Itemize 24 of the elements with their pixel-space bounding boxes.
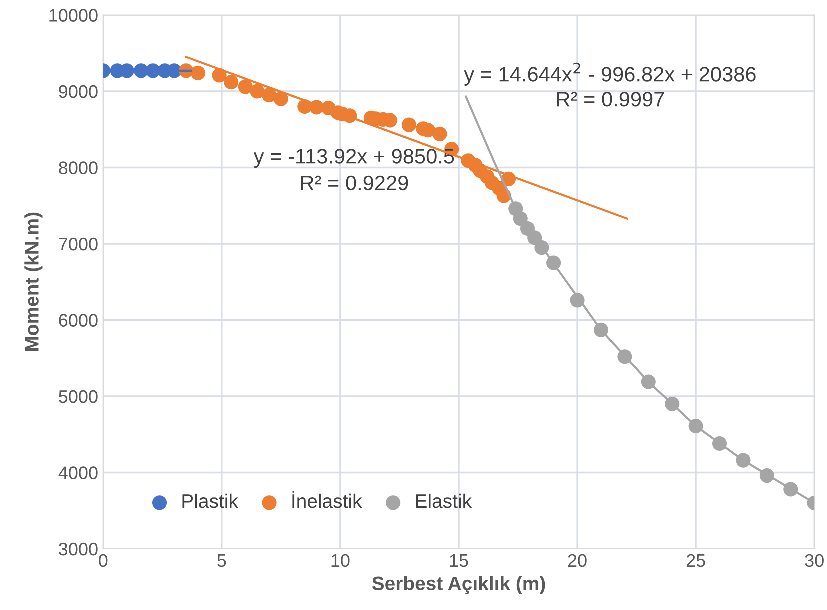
x-tick-label: 15 bbox=[450, 554, 468, 568]
y-tick-label: 3000 bbox=[59, 542, 98, 556]
y-tick-label: 4000 bbox=[58, 466, 98, 480]
x-axis-title: Serbest Açıklık (m) bbox=[372, 576, 546, 594]
x-tick-label: 30 bbox=[805, 554, 824, 568]
annotation: y = -113.92x + 9850.5 bbox=[254, 149, 454, 168]
y-tick-label: 5000 bbox=[59, 390, 98, 404]
y-tick-label: 6000 bbox=[59, 314, 98, 327]
legend-label: Plastik bbox=[182, 494, 238, 508]
y-tick-label: 8000 bbox=[59, 162, 98, 174]
annotation: R² = 0.9229 bbox=[301, 176, 408, 191]
annotation: y = 14.644x$^{2}$ - 996.82x + 20386 bbox=[464, 62, 756, 86]
annotation: R² = 0.9997 bbox=[557, 92, 664, 107]
x-tick-label: 20 bbox=[568, 554, 587, 568]
y-tick-label: 9000 bbox=[59, 85, 98, 98]
legend-label: Elastik bbox=[416, 494, 472, 508]
legend-label: İnelastik bbox=[292, 491, 362, 508]
x-tick-label: 10 bbox=[332, 554, 350, 568]
y-axis-title: Moment (kN.m) bbox=[24, 212, 43, 352]
x-tick-label: 25 bbox=[686, 554, 706, 568]
y-tick-label: 10000 bbox=[50, 9, 98, 22]
y-tick-label: 7000 bbox=[59, 238, 98, 251]
x-tick-label: 0 bbox=[99, 554, 108, 568]
x-tick-label: 5 bbox=[218, 554, 226, 568]
